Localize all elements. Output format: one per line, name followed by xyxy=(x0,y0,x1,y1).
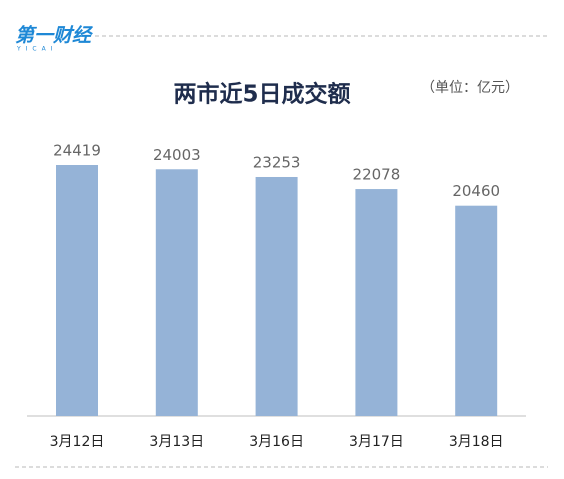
logo-sub: YICAI xyxy=(16,46,58,53)
value-label: 24419 xyxy=(53,142,101,160)
chart-subtitle: （单位：亿元） xyxy=(421,80,519,96)
chart-title: 两市近5日成交额 xyxy=(173,81,350,108)
value-label: 22078 xyxy=(353,166,401,184)
logo: 第一财经 xyxy=(15,25,94,47)
value-label: 24003 xyxy=(153,146,201,164)
value-label: 20460 xyxy=(452,182,500,200)
value-label: 23253 xyxy=(253,153,301,171)
bar xyxy=(155,169,198,416)
x-tick-label: 3月12日 xyxy=(50,434,105,450)
bar xyxy=(355,189,398,416)
bar xyxy=(255,176,298,416)
x-tick-label: 3月13日 xyxy=(149,434,204,450)
bar xyxy=(455,205,498,416)
bar xyxy=(56,165,98,416)
x-tick-label: 3月16日 xyxy=(249,434,304,450)
x-tick-label: 3月18日 xyxy=(449,434,504,450)
x-tick-label: 3月17日 xyxy=(349,434,404,450)
